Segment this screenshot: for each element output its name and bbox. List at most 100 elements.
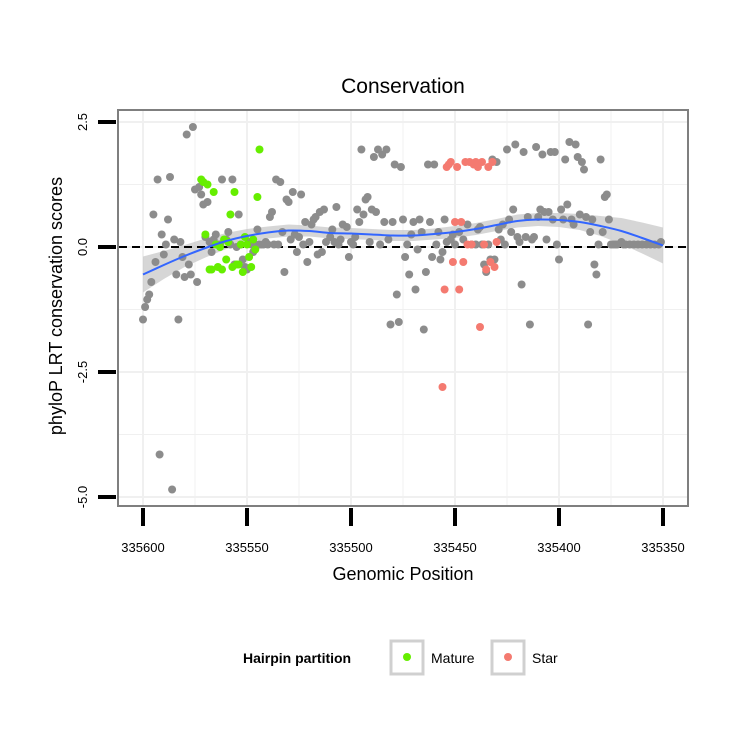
data-point-star (448, 258, 457, 266)
data-point-other (394, 318, 403, 326)
data-point-other (151, 258, 160, 266)
data-point-star (446, 158, 455, 166)
data-point-other (380, 218, 389, 226)
data-point-other (503, 145, 511, 154)
data-point-other (305, 238, 314, 246)
data-point-other (141, 303, 150, 311)
data-point-mature (209, 188, 218, 196)
data-point-other (161, 240, 170, 249)
data-point-mature (234, 260, 243, 269)
data-point-other (159, 250, 168, 259)
data-point-other (301, 218, 310, 226)
x-tick-label: 335500 (329, 540, 372, 555)
data-point-other (507, 228, 516, 236)
data-point-other (426, 218, 434, 226)
data-point-other (176, 238, 185, 246)
smooth-layer (142, 218, 664, 276)
data-point-other (284, 198, 293, 206)
chart-title: Conservation (341, 75, 465, 98)
data-point-other (424, 160, 432, 169)
data-point-other (317, 248, 326, 256)
y-tick-label: -2.5 (75, 361, 90, 383)
data-point-other (515, 238, 524, 246)
data-point-other (386, 320, 395, 329)
data-point-other (396, 163, 405, 171)
data-point-other (357, 145, 366, 154)
data-point-other (365, 238, 374, 246)
data-point-other (188, 123, 197, 131)
data-point-other (180, 273, 189, 281)
data-point-other (590, 260, 599, 269)
data-point-other (274, 240, 283, 249)
smooth-fit-line (142, 218, 664, 276)
data-point-mature (226, 210, 235, 219)
data-point-other (542, 235, 551, 244)
data-point-other (351, 233, 360, 241)
data-point-other (421, 268, 430, 276)
data-point-other (401, 253, 410, 261)
data-point-other (521, 233, 530, 241)
y-tick-label: 0.0 (75, 238, 90, 256)
data-point-other (392, 290, 401, 299)
data-point-other (359, 210, 368, 219)
data-point-other (409, 218, 418, 226)
data-point-other (594, 240, 603, 249)
legend: Hairpin partition Mature Star (243, 639, 558, 676)
data-point-other (544, 208, 553, 216)
data-point-other (168, 485, 177, 494)
data-point-other (299, 240, 308, 249)
data-point-other (430, 160, 439, 169)
data-point-other (157, 230, 166, 239)
data-point-other (145, 290, 154, 299)
data-point-other (263, 240, 272, 249)
data-point-other (557, 205, 566, 214)
data-point-other (577, 158, 586, 166)
data-point-other (584, 320, 593, 329)
data-point-other (164, 215, 172, 224)
x-axis: 335600 335550 335500 335450 335400 335350 (121, 508, 685, 555)
data-point-other (197, 190, 206, 199)
data-point-other (328, 225, 337, 234)
data-point-other (602, 190, 611, 199)
data-point-other (353, 205, 362, 214)
data-point-other (561, 155, 570, 164)
data-point-mature (251, 245, 260, 254)
data-point-other (172, 270, 181, 279)
data-point-other (276, 178, 285, 186)
data-point-star (490, 263, 499, 271)
data-point-other (530, 233, 538, 241)
data-point-other (399, 215, 407, 224)
data-point-other (571, 140, 580, 149)
data-point-mature (207, 265, 216, 274)
data-point-other (550, 148, 559, 156)
data-point-other (182, 130, 191, 139)
y-tick-label: 2.5 (75, 113, 90, 131)
data-point-star (459, 258, 468, 266)
data-point-other (297, 190, 306, 199)
grid-lines (119, 111, 687, 505)
data-point-other (332, 203, 341, 211)
data-point-other (440, 215, 449, 224)
data-point-other (268, 208, 276, 216)
data-point-other (203, 198, 212, 206)
data-point-other (292, 248, 301, 256)
data-point-mature (247, 263, 256, 271)
data-point-star (478, 158, 486, 166)
data-point-other (519, 148, 528, 156)
legend-label-star: Star (532, 650, 558, 666)
data-point-other (500, 240, 509, 249)
data-point-other (604, 215, 613, 224)
data-point-other (428, 253, 437, 261)
data-point-other (419, 325, 428, 334)
data-point-other (555, 255, 563, 264)
data-point-other (532, 143, 541, 151)
data-point-other (432, 240, 441, 249)
data-point-mature (253, 193, 262, 201)
data-point-other (170, 235, 179, 244)
data-point-other (586, 228, 595, 236)
data-point-other (563, 200, 572, 209)
legend-title: Hairpin partition (243, 650, 351, 666)
data-point-other (342, 223, 351, 231)
data-point-other (155, 450, 164, 459)
